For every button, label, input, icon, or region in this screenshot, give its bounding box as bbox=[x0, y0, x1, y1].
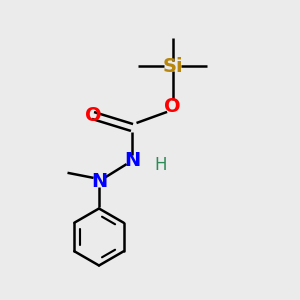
Text: O: O bbox=[164, 97, 181, 116]
Text: N: N bbox=[91, 172, 107, 191]
Text: O: O bbox=[85, 106, 101, 125]
Text: Si: Si bbox=[162, 56, 183, 76]
Text: N: N bbox=[124, 151, 140, 170]
Text: H: H bbox=[154, 156, 167, 174]
